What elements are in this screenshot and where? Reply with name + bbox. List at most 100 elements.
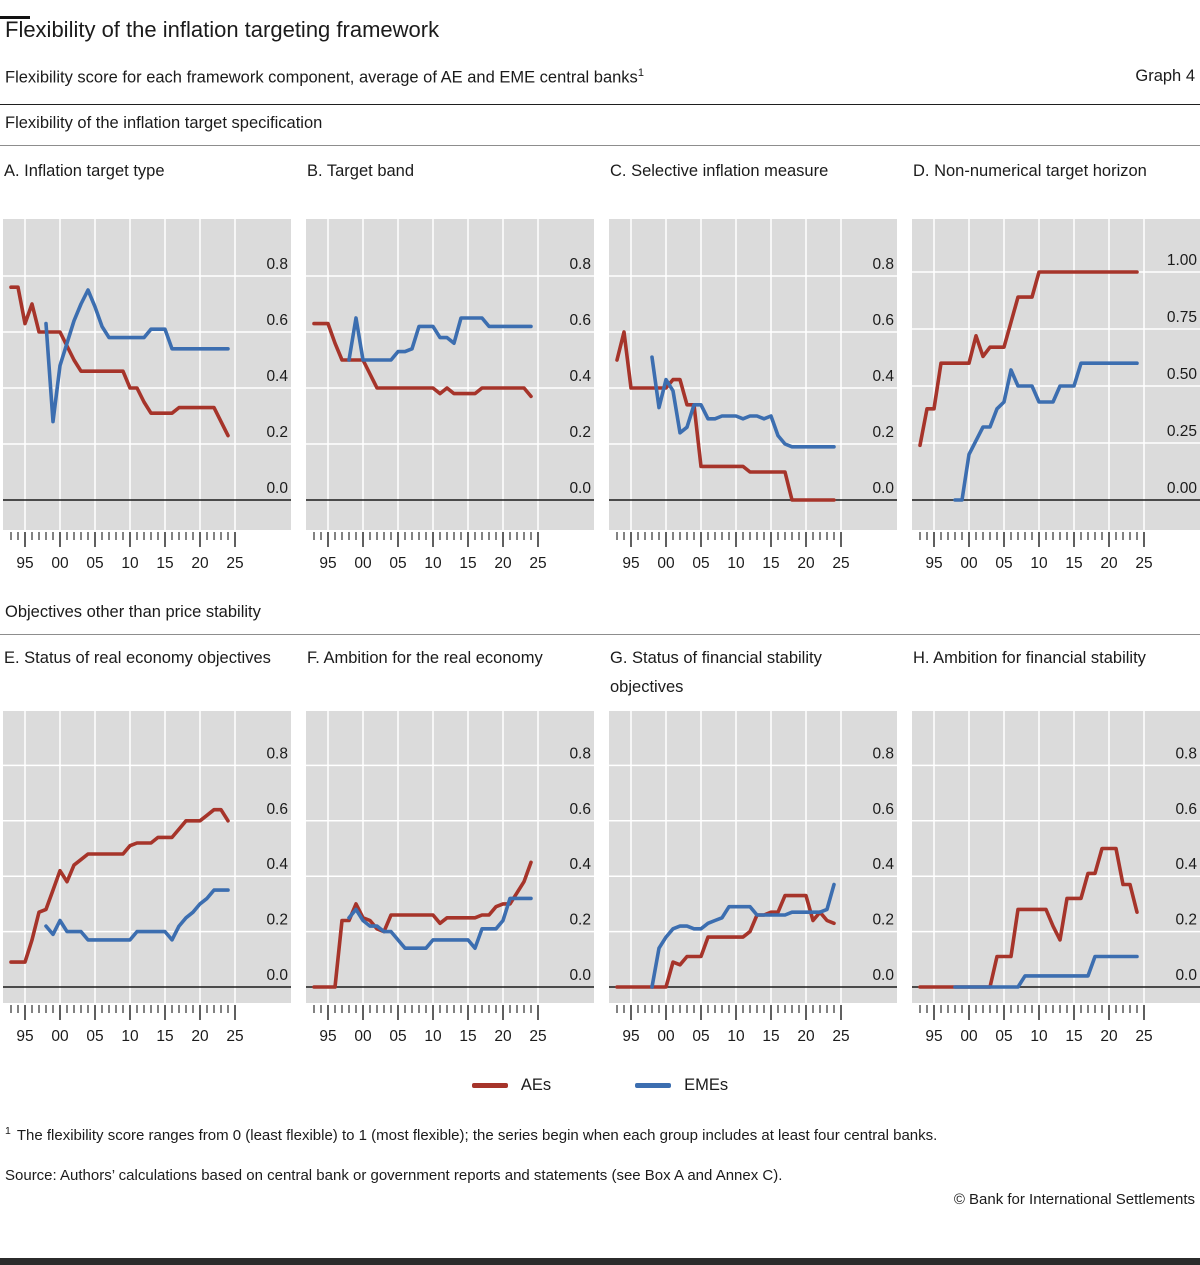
- plot-background: [912, 219, 1200, 530]
- svg-text:0.8: 0.8: [1175, 745, 1197, 762]
- panel-row-1: A. Inflation target type 0.8 0.6 0.4 0.2 0.0…: [0, 157, 1200, 576]
- panel-e-title: E. Status of real economy objectives: [4, 649, 271, 667]
- legend-label-emes: EMEs: [684, 1076, 729, 1094]
- aes-line-swatch: [471, 1083, 508, 1088]
- svg-text:95: 95: [319, 1028, 336, 1045]
- svg-text:95: 95: [622, 1028, 639, 1045]
- svg-text:00: 00: [960, 1028, 978, 1045]
- x-axis-labels: 95 00 05 10 15 20 25: [622, 555, 849, 572]
- svg-text:0.50: 0.50: [1167, 366, 1198, 383]
- svg-text:0.8: 0.8: [872, 256, 894, 273]
- section-divider-1: [0, 145, 1200, 146]
- panel-a-x-axis: 95 00 05 10 15 20 25: [10, 532, 244, 572]
- y-axis-labels: 0.8 0.6 0.4 0.2 0.0: [872, 745, 894, 984]
- svg-text:20: 20: [494, 555, 512, 572]
- page-title: Flexibility of the inflation targeting f…: [5, 17, 440, 42]
- svg-text:10: 10: [424, 1028, 442, 1045]
- panel-c-title: C. Selective inflation measure: [610, 162, 829, 180]
- svg-text:05: 05: [692, 1028, 709, 1045]
- x-axis-labels: 95 00 05 10 15 20 25: [925, 1028, 1152, 1045]
- panel-a-title: A. Inflation target type: [4, 162, 165, 180]
- footnote: 1 The flexibility score ranges from 0 (le…: [5, 1124, 1195, 1146]
- svg-text:0.2: 0.2: [569, 912, 591, 929]
- svg-text:20: 20: [191, 1028, 209, 1045]
- svg-text:0.8: 0.8: [266, 745, 288, 762]
- svg-text:0.6: 0.6: [266, 312, 288, 329]
- footnote-text: The flexibility score ranges from 0 (lea…: [16, 1127, 938, 1144]
- panel-d-x-axis: 95 00 05 10 15 20 25: [919, 532, 1153, 572]
- series-line-aes: [615, 330, 836, 502]
- svg-text:0.2: 0.2: [872, 912, 894, 929]
- svg-text:0.0: 0.0: [1175, 967, 1197, 984]
- svg-text:15: 15: [459, 555, 476, 572]
- svg-text:00: 00: [354, 1028, 372, 1045]
- svg-text:20: 20: [1100, 1028, 1118, 1045]
- svg-text:95: 95: [622, 555, 639, 572]
- y-axis-labels: 0.8 0.6 0.4 0.2 0.0: [569, 745, 591, 984]
- plot-background: [609, 711, 897, 1003]
- svg-text:1.00: 1.00: [1167, 252, 1198, 269]
- panel-d: D. Non-numerical target horizon 1.00 0.75…: [912, 157, 1200, 576]
- panel-e-plot: 0.8 0.6 0.4 0.2 0.0: [3, 711, 291, 1003]
- year-ticks: [10, 532, 236, 547]
- series-line-emes: [953, 954, 1139, 989]
- svg-text:25: 25: [226, 1028, 243, 1045]
- svg-text:25: 25: [1135, 555, 1152, 572]
- svg-text:25: 25: [1135, 1028, 1152, 1045]
- svg-text:0.6: 0.6: [266, 801, 288, 818]
- x-axis-labels: 95 00 05 10 15 20 25: [16, 1028, 243, 1045]
- year-ticks: [616, 1005, 842, 1020]
- series-line-emes: [347, 316, 533, 362]
- legend: AEs EMEs: [0, 1076, 1200, 1095]
- svg-text:15: 15: [459, 1028, 476, 1045]
- svg-text:15: 15: [762, 555, 779, 572]
- panel-a-plot: 0.8 0.6 0.4 0.2 0.0: [3, 219, 291, 530]
- panel-e: E. Status of real economy objectives 0.8…: [3, 644, 291, 1049]
- svg-text:20: 20: [797, 555, 815, 572]
- svg-text:0.0: 0.0: [266, 480, 288, 497]
- svg-text:0.4: 0.4: [266, 368, 288, 385]
- svg-text:10: 10: [121, 1028, 139, 1045]
- x-axis-labels: 95 00 05 10 15 20 25: [319, 1028, 546, 1045]
- svg-text:25: 25: [832, 555, 849, 572]
- svg-text:0.8: 0.8: [569, 256, 591, 273]
- svg-text:25: 25: [529, 1028, 546, 1045]
- svg-text:0.75: 0.75: [1167, 309, 1197, 326]
- svg-text:0.00: 0.00: [1167, 480, 1198, 497]
- panel-b-plot: 0.8 0.6 0.4 0.2 0.0: [306, 219, 594, 530]
- svg-text:0.2: 0.2: [266, 424, 288, 441]
- svg-text:0.6: 0.6: [872, 801, 894, 818]
- svg-text:0.2: 0.2: [569, 424, 591, 441]
- svg-text:0.6: 0.6: [1175, 801, 1197, 818]
- series-line-aes: [9, 807, 230, 964]
- svg-text:00: 00: [51, 1028, 69, 1045]
- gridlines: [3, 711, 291, 1003]
- svg-text:00: 00: [657, 555, 675, 572]
- svg-text:05: 05: [86, 555, 103, 572]
- y-axis-labels: 0.8 0.6 0.4 0.2 0.0: [266, 256, 288, 497]
- section-divider-2: [0, 634, 1200, 635]
- svg-text:0.4: 0.4: [569, 856, 591, 873]
- legend-item-aes: AEs: [471, 1076, 551, 1095]
- svg-text:15: 15: [1065, 1028, 1082, 1045]
- svg-text:05: 05: [389, 1028, 406, 1045]
- panel-h-x-axis: 95 00 05 10 15 20 25: [919, 1005, 1153, 1045]
- footnote-marker: 1: [5, 1125, 11, 1137]
- x-axis-labels: 95 00 05 10 15 20 25: [16, 555, 243, 572]
- legend-item-emes: EMEs: [635, 1076, 728, 1095]
- svg-text:95: 95: [925, 1028, 942, 1045]
- svg-text:0.8: 0.8: [266, 256, 288, 273]
- panel-f-x-axis: 95 00 05 10 15 20 25: [313, 1005, 547, 1045]
- svg-text:20: 20: [494, 1028, 512, 1045]
- y-axis-labels: 0.8 0.6 0.4 0.2 0.0: [266, 745, 288, 984]
- y-axis-labels: 0.8 0.6 0.4 0.2 0.0: [1175, 745, 1197, 984]
- panel-c-x-axis: 95 00 05 10 15 20 25: [616, 532, 850, 572]
- panel-g-title: G. Status of financial stability objecti…: [610, 649, 822, 696]
- x-axis-labels: 95 00 05 10 15 20 25: [925, 555, 1152, 572]
- panel-row-2: E. Status of real economy objectives 0.8…: [0, 644, 1200, 1049]
- svg-text:05: 05: [692, 555, 709, 572]
- panel-d-plot: 1.00 0.75 0.50 0.25 0.00: [912, 219, 1200, 530]
- series-line-emes: [650, 355, 836, 449]
- year-ticks: [919, 1005, 1145, 1020]
- svg-text:0.0: 0.0: [872, 480, 894, 497]
